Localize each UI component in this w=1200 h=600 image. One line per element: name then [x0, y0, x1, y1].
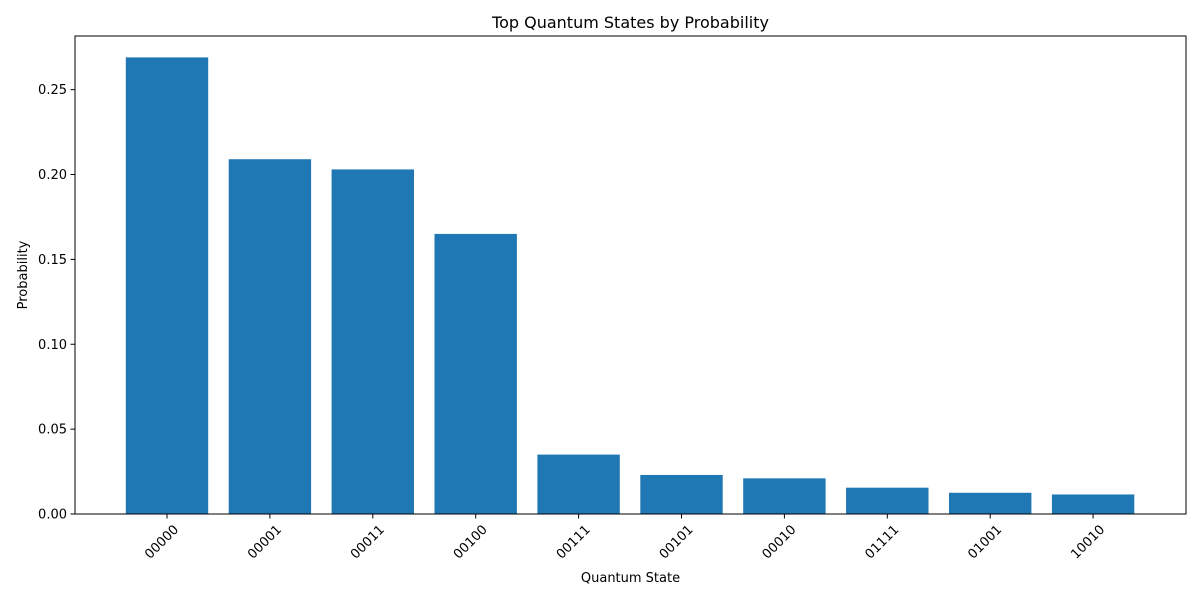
y-tick-label: 0.10 [38, 338, 67, 353]
bar-00011 [331, 169, 414, 515]
x-axis-label: Quantum State [581, 571, 680, 586]
x-tick-label-00000: 00000 [142, 522, 182, 562]
bar-01001 [949, 492, 1032, 514]
y-axis-ticks: 0.00 0.05 0.10 0.15 0.20 0.25 [38, 83, 75, 523]
x-tick-label-00111: 00111 [554, 522, 594, 562]
y-tick-label: 0.25 [38, 83, 67, 98]
bar-00001 [228, 159, 312, 515]
bar-10010 [1051, 494, 1135, 514]
y-tick-label: 0.20 [38, 168, 67, 183]
x-tick-label-10010: 10010 [1068, 522, 1108, 562]
chart-title: Top Quantum States by Probability [491, 13, 769, 32]
plot-area-frame [74, 35, 1187, 515]
y-tick-label: 0.15 [38, 253, 67, 268]
bar-00101 [640, 474, 723, 514]
x-tick-label-00011: 00011 [348, 522, 388, 562]
bar-00000 [125, 57, 209, 514]
x-axis-ticks: 00000 00001 00011 00100 00111 00101 00010 01111… [142, 514, 1108, 562]
y-axis-label: Probability [16, 240, 31, 309]
x-tick-label-00100: 00100 [451, 522, 491, 562]
x-tick-label-01001: 01001 [965, 522, 1005, 562]
y-tick-label: 0.05 [38, 423, 67, 438]
bar-00100 [434, 233, 517, 515]
x-tick-label-00101: 00101 [657, 522, 697, 562]
bar-00010 [743, 478, 826, 514]
bars [125, 57, 1135, 515]
bar-01111 [846, 487, 929, 514]
bar-00111 [537, 454, 620, 514]
x-tick-label-00001: 00001 [245, 522, 285, 562]
x-tick-label-01111: 01111 [862, 522, 902, 562]
y-tick-label: 0.00 [38, 508, 67, 523]
x-tick-label-00010: 00010 [760, 522, 800, 562]
